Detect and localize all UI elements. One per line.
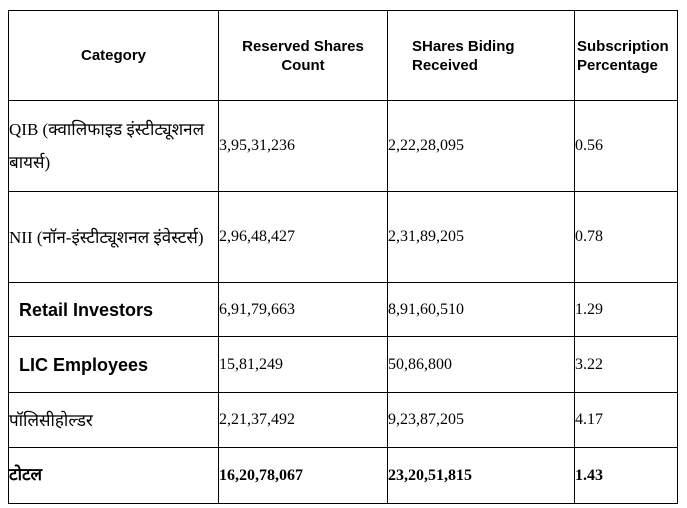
subscription-cell: 0.56 bbox=[574, 100, 678, 192]
reserved-cell: 3,95,31,236 bbox=[218, 100, 388, 192]
subscription-cell: 3.22 bbox=[574, 336, 678, 393]
category-cell: Retail Investors bbox=[8, 282, 219, 337]
table-row: NII (नॉन-इंस्टीट्यूशनल इंवेस्टर्स) 2,96,… bbox=[8, 191, 678, 283]
bids-cell: 8,91,60,510 bbox=[387, 282, 575, 337]
header-bids-received: SHares Biding Received bbox=[387, 10, 575, 101]
category-cell: QIB (क्वालिफाइड इंस्टीट्यूशनल बायर्स) bbox=[8, 100, 219, 192]
total-row: टोटल 16,20,78,067 23,20,51,815 1.43 bbox=[8, 447, 678, 504]
category-cell: टोटल bbox=[8, 447, 219, 504]
subscription-table: Category Reserved Shares Count SHares Bi… bbox=[8, 10, 678, 504]
reserved-cell: 2,21,37,492 bbox=[218, 392, 388, 448]
bids-cell: 2,31,89,205 bbox=[387, 191, 575, 283]
subscription-cell: 1.43 bbox=[574, 447, 678, 504]
header-subscription-percentage: Subscription Percentage bbox=[574, 10, 678, 101]
subscription-cell: 0.78 bbox=[574, 191, 678, 283]
table-row: LIC Employees 15,81,249 50,86,800 3.22 bbox=[8, 336, 678, 393]
reserved-cell: 6,91,79,663 bbox=[218, 282, 388, 337]
table-row: Retail Investors 6,91,79,663 8,91,60,510… bbox=[8, 282, 678, 337]
subscription-cell: 1.29 bbox=[574, 282, 678, 337]
bids-cell: 50,86,800 bbox=[387, 336, 575, 393]
reserved-cell: 16,20,78,067 bbox=[218, 447, 388, 504]
bids-cell: 2,22,28,095 bbox=[387, 100, 575, 192]
table-row: पॉलिसीहोल्डर 2,21,37,492 9,23,87,205 4.1… bbox=[8, 392, 678, 448]
table-row: QIB (क्वालिफाइड इंस्टीट्यूशनल बायर्स) 3,… bbox=[8, 100, 678, 192]
reserved-cell: 2,96,48,427 bbox=[218, 191, 388, 283]
category-cell: NII (नॉन-इंस्टीट्यूशनल इंवेस्टर्स) bbox=[8, 191, 219, 283]
category-cell: पॉलिसीहोल्डर bbox=[8, 392, 219, 448]
header-reserved-shares: Reserved Shares Count bbox=[218, 10, 388, 101]
bids-cell: 9,23,87,205 bbox=[387, 392, 575, 448]
category-cell: LIC Employees bbox=[8, 336, 219, 393]
bids-cell: 23,20,51,815 bbox=[387, 447, 575, 504]
subscription-cell: 4.17 bbox=[574, 392, 678, 448]
header-category: Category bbox=[8, 10, 219, 101]
header-row: Category Reserved Shares Count SHares Bi… bbox=[8, 10, 678, 101]
reserved-cell: 15,81,249 bbox=[218, 336, 388, 393]
